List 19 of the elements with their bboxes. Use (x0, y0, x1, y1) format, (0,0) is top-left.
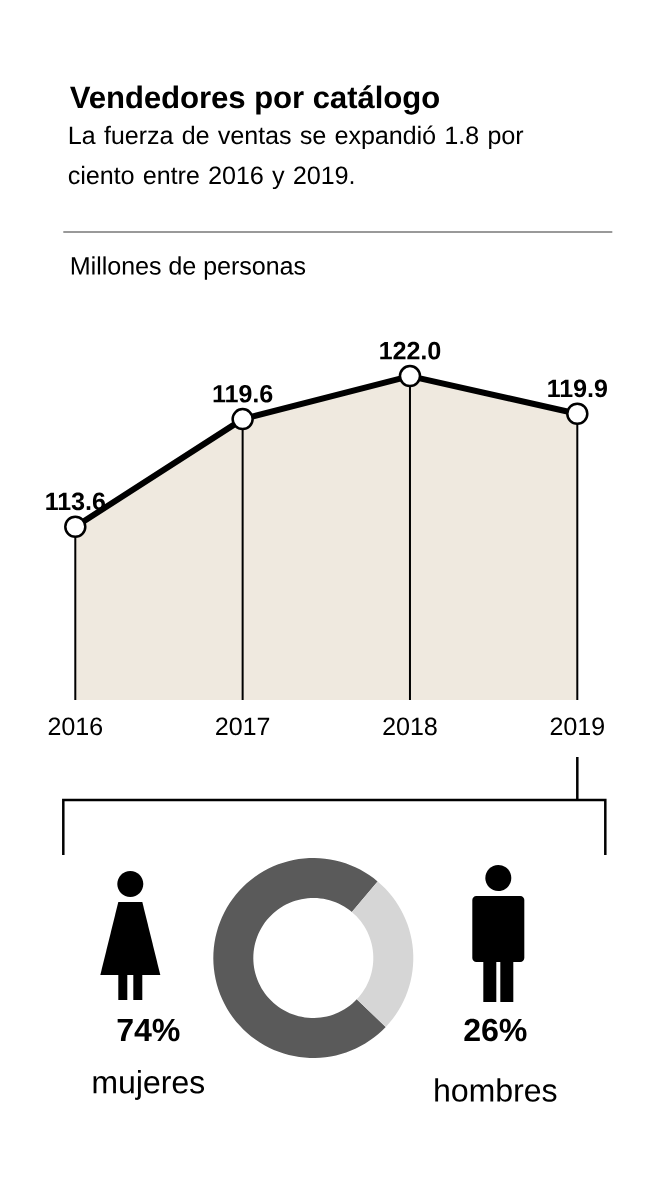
slice-label: hombres (435, 1078, 557, 1102)
x-tick-label: 2018 (383, 717, 437, 736)
slice-label: mujeres (93, 1070, 204, 1100)
y-axis-title: Millones de personas (71, 256, 305, 280)
data-label: 26% (464, 1018, 527, 1042)
data-label: 119.6 (213, 384, 273, 403)
point (398, 364, 422, 388)
data-label: 122.0 (380, 341, 441, 360)
x-tick-label: 2017 (215, 717, 270, 736)
data-label: 119.9 (548, 379, 607, 398)
x-tick-label: 2016 (48, 717, 102, 736)
point (63, 515, 87, 538)
x-tick-label: 2019 (550, 717, 604, 736)
data-label: 74% (117, 1018, 180, 1042)
point (231, 407, 254, 431)
chart-title: Vendedores por catálogo (69, 85, 439, 115)
point (565, 402, 589, 425)
data-label: 113.6 (46, 492, 105, 511)
chart-subtitle: La fuerza de ventas se expandió 1.8 por ciento entre 2016 y 2019. (68, 125, 524, 190)
